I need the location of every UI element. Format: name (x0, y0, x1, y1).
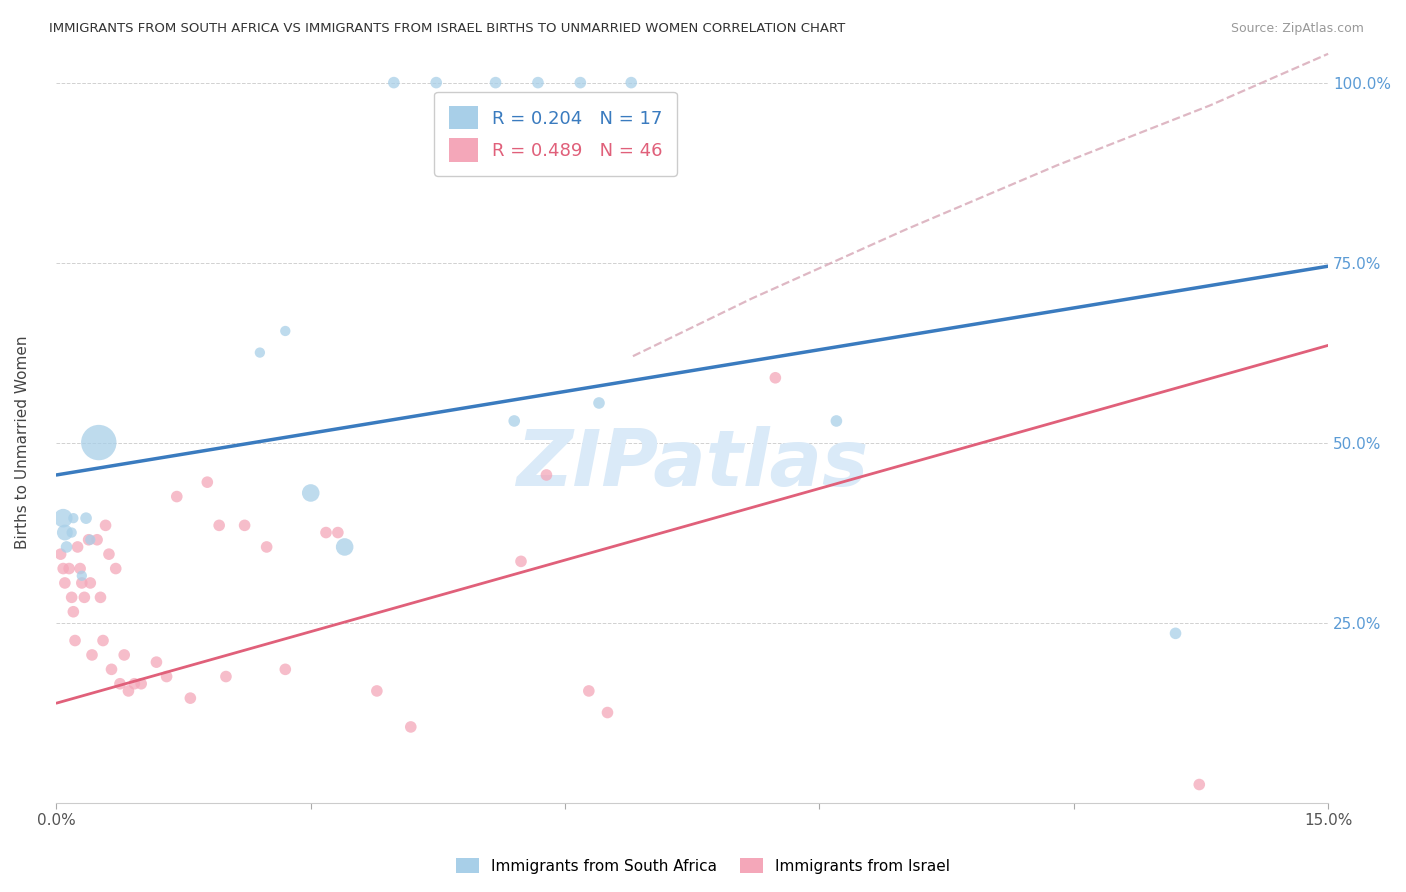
Point (117, 684, 139, 698)
Point (49, 547, 72, 561)
Point (620, 76, 643, 90)
Point (69, 561, 91, 575)
Point (80, 648, 103, 662)
Point (425, 76, 447, 90)
Text: IMMIGRANTS FROM SOUTH AFRICA VS IMMIGRANTS FROM ISRAEL BIRTHS TO UNMARRIED WOMEN: IMMIGRANTS FROM SOUTH AFRICA VS IMMIGRAN… (49, 22, 845, 36)
Point (62, 511, 84, 525)
Point (60, 525, 83, 540)
Point (256, 540, 278, 554)
Point (596, 706, 619, 720)
Point (333, 540, 356, 554)
Point (825, 414, 848, 428)
Point (510, 554, 533, 568)
Point (75, 511, 97, 525)
Point (97, 547, 120, 561)
Point (77, 533, 100, 547)
Point (578, 684, 600, 698)
Point (79, 533, 101, 547)
Y-axis label: Births to Unmarried Women: Births to Unmarried Women (15, 335, 30, 549)
Point (112, 648, 135, 662)
Point (527, 76, 550, 90)
Legend: R = 0.204   N = 17, R = 0.489   N = 46: R = 0.204 N = 17, R = 0.489 N = 46 (434, 92, 676, 176)
Point (87, 435, 110, 450)
Point (366, 684, 388, 698)
Legend: Immigrants from South Africa, Immigrants from Israel: Immigrants from South Africa, Immigrants… (450, 852, 956, 880)
Point (60, 591, 83, 605)
Point (588, 396, 610, 410)
Point (195, 475, 218, 490)
Point (70, 568, 93, 582)
Point (100, 662, 122, 676)
Point (53, 525, 76, 540)
Point (124, 677, 146, 691)
Point (503, 414, 526, 428)
Point (536, 467, 558, 482)
Point (52, 561, 75, 575)
Point (399, 720, 422, 734)
Point (484, 76, 506, 90)
Point (326, 525, 349, 540)
Point (233, 518, 256, 533)
Point (104, 561, 127, 575)
Text: Source: ZipAtlas.com: Source: ZipAtlas.com (1230, 22, 1364, 36)
Point (55, 540, 77, 554)
Point (52, 511, 75, 525)
Point (763, 371, 786, 385)
Point (299, 486, 322, 500)
Point (66, 540, 89, 554)
Point (91, 633, 114, 648)
Point (166, 490, 188, 504)
Text: ZIPatlas: ZIPatlas (516, 426, 869, 502)
Point (73, 591, 96, 605)
Point (215, 669, 238, 683)
Point (62, 605, 84, 619)
Point (208, 518, 231, 533)
Point (155, 669, 177, 683)
Point (274, 662, 297, 676)
Point (129, 677, 152, 691)
Point (249, 345, 271, 359)
Point (145, 655, 167, 669)
Point (89, 591, 111, 605)
Point (79, 576, 101, 591)
Point (53, 576, 76, 591)
Point (1164, 626, 1187, 640)
Point (86, 533, 108, 547)
Point (569, 76, 592, 90)
Point (1188, 778, 1211, 792)
Point (94, 518, 117, 533)
Point (58, 561, 80, 575)
Point (108, 677, 131, 691)
Point (179, 691, 201, 706)
Point (63, 633, 86, 648)
Point (70, 576, 93, 591)
Point (274, 324, 297, 338)
Point (315, 525, 337, 540)
Point (382, 76, 405, 90)
